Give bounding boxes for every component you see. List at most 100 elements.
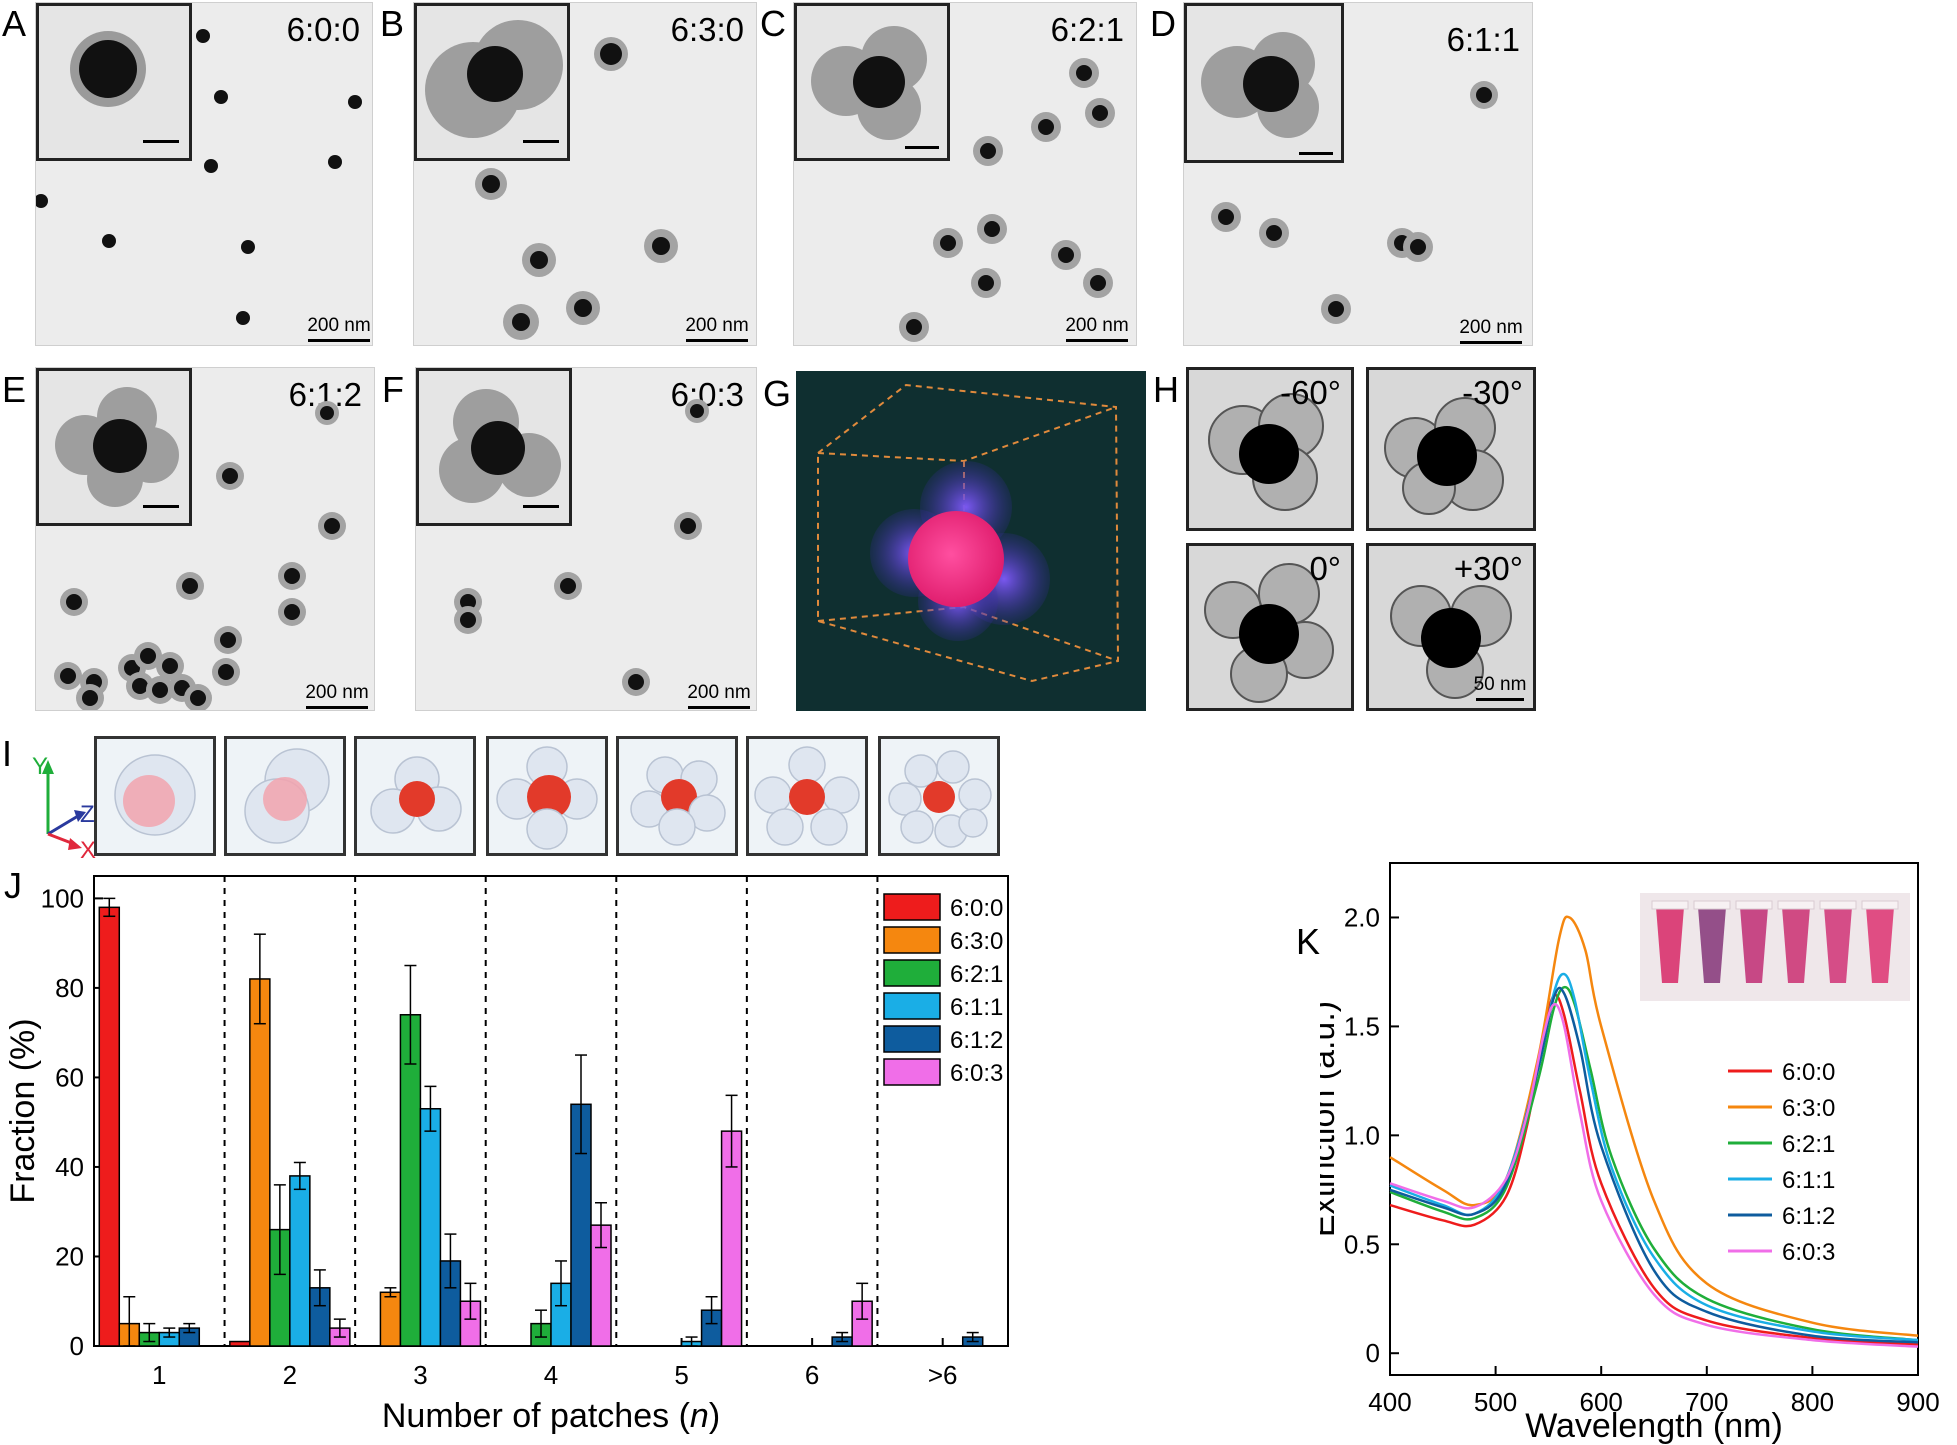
cuvette-photo bbox=[1640, 893, 1910, 1001]
spectrum-line bbox=[1389, 972, 1919, 1342]
x-tick-label: 900 bbox=[1896, 1387, 1939, 1417]
y-tick-label: 100 bbox=[41, 883, 84, 913]
particle bbox=[241, 240, 255, 254]
scale-bar: 200 nm bbox=[302, 682, 372, 709]
particle bbox=[1266, 225, 1282, 241]
particle-cluster bbox=[174, 680, 190, 696]
x-tick-label: 3 bbox=[413, 1360, 427, 1390]
x-tick-label: 400 bbox=[1368, 1387, 1411, 1417]
particle bbox=[284, 604, 300, 620]
y-tick-label: 2.0 bbox=[1344, 902, 1380, 932]
particle bbox=[1218, 209, 1234, 225]
particle bbox=[1090, 275, 1106, 291]
cuvette bbox=[1740, 907, 1768, 983]
bar bbox=[419, 1108, 442, 1347]
particle bbox=[1076, 65, 1092, 81]
panel-label-h: H bbox=[1153, 369, 1179, 410]
y-axis-ticks: 0 0.5 1.0 1.5 2.0 bbox=[1344, 902, 1399, 1368]
bar bbox=[289, 1175, 311, 1347]
spectrum-line bbox=[1389, 1003, 1919, 1348]
panel-label-d: D bbox=[1150, 3, 1176, 44]
particle bbox=[984, 221, 1000, 237]
tem-panel-d: 6:1:1 200 nm bbox=[1183, 2, 1533, 346]
plot-frame bbox=[1389, 862, 1919, 1376]
legend-label: 6:3:0 bbox=[1782, 1095, 1835, 1122]
x-tick-label: 1 bbox=[152, 1360, 166, 1390]
y-tick-label: 0 bbox=[70, 1331, 84, 1361]
panel-label-f: F bbox=[382, 369, 404, 410]
scale-bar-label: 200 nm bbox=[1065, 315, 1129, 336]
ratio-label: 6:0:0 bbox=[286, 11, 360, 48]
scale-bar: 50 nm bbox=[1469, 674, 1531, 701]
legend-swatch bbox=[883, 1025, 941, 1053]
particle bbox=[530, 251, 548, 269]
scale-bar: 200 nm bbox=[304, 315, 372, 342]
particle bbox=[324, 518, 340, 534]
particle bbox=[348, 95, 362, 109]
legend-label: 6:1:2 bbox=[950, 1027, 1003, 1054]
particle bbox=[1394, 235, 1410, 251]
cuvette-rim bbox=[1651, 900, 1689, 910]
model-graphic bbox=[496, 746, 598, 850]
x-axis-title-end: ) bbox=[709, 1397, 720, 1435]
tilt-angle-label: -60° bbox=[1280, 374, 1341, 411]
tilt-image-minus60: -60° bbox=[1186, 367, 1354, 531]
scale-bar: 200 nm bbox=[684, 682, 754, 709]
particle bbox=[574, 299, 592, 317]
model-n-gt6 bbox=[878, 736, 1000, 856]
plot-frame bbox=[93, 875, 1009, 1347]
spectra-lines bbox=[1389, 915, 1919, 1348]
model-graphic bbox=[630, 756, 726, 846]
inset-d bbox=[1184, 3, 1344, 163]
legend-swatch bbox=[883, 1058, 941, 1086]
legend-label: 6:2:1 bbox=[1782, 1131, 1835, 1158]
x-axis-title: Wavelength (nm) bbox=[1525, 1407, 1783, 1445]
model-n3 bbox=[354, 736, 476, 856]
panel-label-i: I bbox=[2, 733, 13, 774]
cuvette-rim bbox=[1777, 900, 1815, 910]
spectrum-line bbox=[1389, 986, 1919, 1344]
particle bbox=[36, 194, 48, 208]
particle bbox=[512, 313, 530, 331]
particle bbox=[1476, 87, 1492, 103]
x-axis-ticks: 400 500 600 700 800 900 bbox=[1368, 1366, 1940, 1417]
core-particle bbox=[853, 56, 905, 108]
inset-scale-bar bbox=[143, 505, 179, 508]
particle bbox=[906, 319, 922, 335]
ratio-label: 6:1:1 bbox=[1446, 21, 1520, 58]
particle bbox=[222, 468, 238, 484]
cuvette bbox=[1866, 907, 1894, 983]
cuvette-rim bbox=[1693, 900, 1731, 910]
legend-label: 6:1:1 bbox=[950, 994, 1003, 1021]
scale-bar: 200 nm bbox=[1062, 315, 1132, 342]
inset-scale-bar bbox=[905, 146, 939, 149]
legend-label: 6:0:0 bbox=[1782, 1059, 1835, 1086]
legend-label: 6:2:1 bbox=[950, 961, 1003, 988]
legend-swatch bbox=[883, 926, 941, 954]
particle bbox=[102, 234, 116, 248]
model-n5 bbox=[616, 736, 738, 856]
x-axis-title-var: n bbox=[690, 1397, 709, 1435]
legend-swatch bbox=[883, 959, 941, 987]
cuvette bbox=[1698, 907, 1726, 983]
tem-panel-a: 6:0:0 200 nm bbox=[35, 2, 373, 346]
x-tick-label: 4 bbox=[544, 1360, 558, 1390]
spectrum-line bbox=[1389, 993, 1919, 1346]
y-axis-ticks: 0 20 40 60 80 100 bbox=[41, 883, 103, 1361]
core-particle bbox=[471, 421, 525, 475]
y-tick-label: 80 bbox=[55, 973, 84, 1003]
legend-label: 6:1:2 bbox=[1782, 1203, 1835, 1230]
particle bbox=[1058, 247, 1074, 263]
tilt-image-minus30: -30° bbox=[1366, 367, 1536, 531]
core-particle bbox=[79, 40, 137, 98]
particle bbox=[218, 664, 234, 680]
bar bbox=[249, 978, 271, 1347]
inset-scale-bar bbox=[143, 140, 179, 143]
ratio-label: 6:2:1 bbox=[1050, 11, 1124, 48]
core-volume bbox=[908, 511, 1004, 607]
axis-label-x: X bbox=[80, 837, 96, 860]
particle bbox=[196, 29, 210, 43]
model-graphic bbox=[888, 750, 992, 848]
y-tick-label: 1.0 bbox=[1344, 1120, 1380, 1150]
tem-panel-f: 6:0:3 200 nm bbox=[415, 367, 757, 711]
